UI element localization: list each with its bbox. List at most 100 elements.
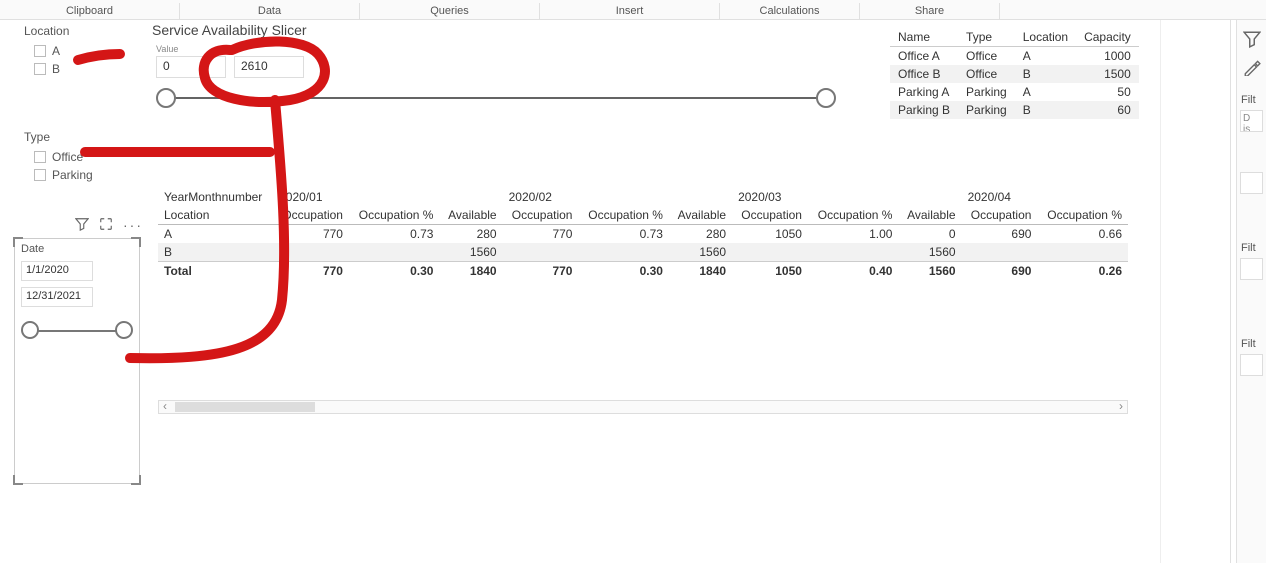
type-option-office[interactable]: Office <box>34 148 134 166</box>
matrix-cell: 1560 <box>898 262 961 281</box>
matrix-header[interactable]: Occupation <box>503 206 579 225</box>
type-slicer: Type Office Parking <box>24 130 134 184</box>
matrix-cell: 0.66 <box>1037 225 1128 244</box>
matrix-header[interactable]: Occupation <box>962 206 1038 225</box>
ribbon: Clipboard Data Queries Insert Calculatio… <box>0 0 1266 20</box>
matrix-total-label: Total <box>158 262 273 281</box>
location-option-label: B <box>52 62 60 76</box>
ref-header-name[interactable]: Name <box>890 28 958 47</box>
filter-section-label: Filt <box>1237 338 1266 350</box>
ref-cell: Parking A <box>890 83 958 101</box>
matrix-cell: 0.30 <box>578 262 669 281</box>
matrix-cell <box>962 243 1038 262</box>
matrix-period[interactable]: 2020/03 <box>732 188 961 206</box>
ribbon-tab-insert[interactable]: Insert <box>540 3 720 19</box>
matrix-header[interactable]: Available <box>898 206 961 225</box>
pencil-icon[interactable] <box>1243 58 1261 76</box>
matrix-cell: 0 <box>898 225 961 244</box>
matrix-header[interactable]: Available <box>669 206 732 225</box>
ref-cell: Office A <box>890 47 958 66</box>
filter-field[interactable] <box>1240 172 1263 194</box>
more-icon[interactable]: ··· <box>123 217 143 234</box>
filter-icon[interactable] <box>1243 30 1261 48</box>
slider-handle-min[interactable] <box>156 88 176 108</box>
ref-header-location[interactable]: Location <box>1015 28 1076 47</box>
matrix-cell: 1050 <box>732 225 808 244</box>
filter-icon[interactable] <box>75 217 89 234</box>
ribbon-tab-calculations[interactable]: Calculations <box>720 3 860 19</box>
date-start-input[interactable]: 1/1/2020 <box>21 261 93 281</box>
filter-field[interactable] <box>1240 354 1263 376</box>
date-range-slider[interactable] <box>21 319 133 343</box>
ribbon-tab-queries[interactable]: Queries <box>360 3 540 19</box>
scroll-right-icon[interactable]: › <box>1115 399 1127 413</box>
ref-row[interactable]: Parking B Parking B 60 <box>890 101 1139 119</box>
matrix-cell: 1840 <box>439 262 502 281</box>
matrix-scrollbar[interactable]: ‹ › <box>158 400 1128 414</box>
date-slicer[interactable]: ··· Date 1/1/2020 12/31/2021 <box>14 238 140 484</box>
ref-header-capacity[interactable]: Capacity <box>1076 28 1139 47</box>
matrix-period[interactable]: 2020/02 <box>503 188 732 206</box>
selection-handle[interactable] <box>131 475 141 485</box>
matrix-cell: 0.40 <box>808 262 899 281</box>
matrix-header[interactable]: Occupation % <box>578 206 669 225</box>
location-slicer-title: Location <box>24 24 134 38</box>
date-end-input[interactable]: 12/31/2021 <box>21 287 93 307</box>
matrix-row[interactable]: A 770 0.73 280 770 0.73 280 1050 1.00 0 … <box>158 225 1128 244</box>
scroll-thumb[interactable] <box>175 402 315 412</box>
slider-handle-end[interactable] <box>115 321 133 339</box>
ribbon-tab-clipboard[interactable]: Clipboard <box>0 3 180 19</box>
location-option-b[interactable]: B <box>34 60 134 78</box>
scroll-left-icon[interactable]: ‹ <box>159 399 171 413</box>
date-slicer-title: Date <box>15 239 139 257</box>
matrix-header[interactable]: Available <box>439 206 502 225</box>
ref-cell: B <box>1015 101 1076 119</box>
matrix-cell: 770 <box>503 262 579 281</box>
matrix-header[interactable]: Occupation % <box>349 206 440 225</box>
matrix-header[interactable]: Occupation % <box>1037 206 1128 225</box>
focus-icon[interactable] <box>99 217 113 234</box>
filter-field[interactable]: D is <box>1240 110 1263 132</box>
ref-row[interactable]: Parking A Parking A 50 <box>890 83 1139 101</box>
ribbon-tab-data[interactable]: Data <box>180 3 360 19</box>
matrix-header[interactable]: Occupation <box>732 206 808 225</box>
matrix-cell: 770 <box>273 262 349 281</box>
slider-handle-max[interactable] <box>816 88 836 108</box>
matrix-cell: 1840 <box>669 262 732 281</box>
location-slicer: Location A B <box>24 24 134 78</box>
matrix-cell: 690 <box>962 262 1038 281</box>
ref-row[interactable]: Office B Office B 1500 <box>890 65 1139 83</box>
matrix-rowfield[interactable]: Location <box>158 206 273 225</box>
matrix-cell: 0.30 <box>349 262 440 281</box>
matrix-cell: 0.26 <box>1037 262 1128 281</box>
selection-handle[interactable] <box>131 237 141 247</box>
matrix-header[interactable]: Occupation <box>273 206 349 225</box>
matrix-header[interactable]: Occupation % <box>808 206 899 225</box>
matrix-cell: 1.00 <box>808 225 899 244</box>
location-option-a[interactable]: A <box>34 42 134 60</box>
filter-field[interactable] <box>1240 258 1263 280</box>
reference-table: Name Type Location Capacity Office A Off… <box>890 28 1139 119</box>
service-range-slider[interactable] <box>156 86 836 110</box>
matrix-cell <box>808 243 899 262</box>
matrix-row[interactable]: B 1560 1560 1560 <box>158 243 1128 262</box>
ref-row[interactable]: Office A Office A 1000 <box>890 47 1139 66</box>
checkbox-icon <box>34 151 46 163</box>
matrix-period[interactable]: 2020/04 <box>962 188 1128 206</box>
selection-handle[interactable] <box>13 475 23 485</box>
matrix-cell: 1560 <box>669 243 732 262</box>
location-option-label: A <box>52 44 60 58</box>
ribbon-tab-share[interactable]: Share <box>860 3 1000 19</box>
ref-header-type[interactable]: Type <box>958 28 1015 47</box>
matrix-row-label: B <box>158 243 273 262</box>
matrix-total-row[interactable]: Total 770 0.30 1840 770 0.30 1840 1050 0… <box>158 262 1128 281</box>
type-option-parking[interactable]: Parking <box>34 166 134 184</box>
service-max-input[interactable]: 2610 <box>234 56 304 78</box>
matrix-period[interactable]: 2020/01 <box>273 188 502 206</box>
selection-handle[interactable] <box>13 237 23 247</box>
service-min-input[interactable]: 0 <box>156 56 226 78</box>
matrix-cell: 1050 <box>732 262 808 281</box>
slider-handle-start[interactable] <box>21 321 39 339</box>
canvas-border <box>1160 20 1161 563</box>
matrix-cell <box>732 243 808 262</box>
